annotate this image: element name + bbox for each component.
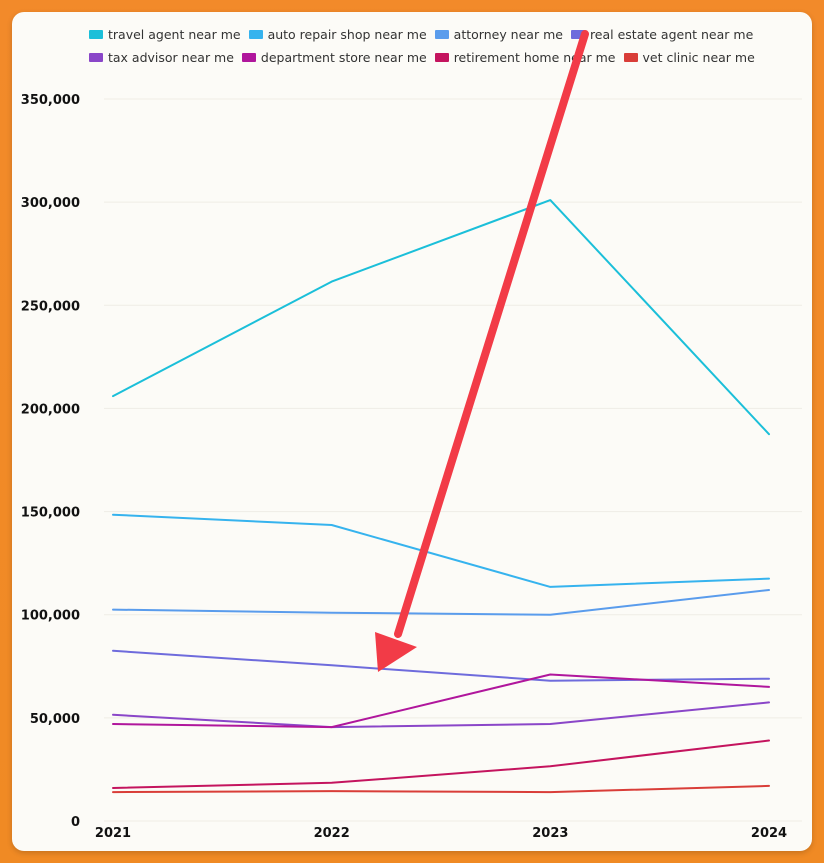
y-tick-label: 250,000 xyxy=(21,299,80,314)
legend-item[interactable]: auto repair shop near me xyxy=(248,26,427,43)
legend-item[interactable]: attorney near me xyxy=(434,26,563,43)
legend-label: real estate agent near me xyxy=(589,27,754,42)
series-line[interactable] xyxy=(112,589,770,616)
x-tick-label: 2024 xyxy=(751,826,787,841)
x-axis: 2021 2022 2023 2024 xyxy=(95,826,787,841)
legend-label: tax advisor near me xyxy=(108,50,234,65)
legend-item[interactable]: travel agent near me xyxy=(89,26,241,43)
series-line[interactable] xyxy=(112,739,770,789)
legend-label: vet clinic near me xyxy=(642,50,755,65)
y-tick-label: 200,000 xyxy=(21,402,80,417)
annotation-arrow xyxy=(375,30,589,672)
legend-item[interactable]: department store near me xyxy=(241,49,427,66)
series-line[interactable] xyxy=(112,784,770,794)
legend-swatch xyxy=(89,53,103,62)
series-line[interactable] xyxy=(112,673,770,729)
legend-swatch xyxy=(623,53,638,62)
legend-item[interactable]: tax advisor near me xyxy=(89,49,234,66)
x-tick-label: 2023 xyxy=(532,826,568,841)
y-tick-label: 350,000 xyxy=(21,93,80,108)
legend-label: travel agent near me xyxy=(108,27,241,42)
chart-card: travel agent near me auto repair shop nea… xyxy=(12,12,812,851)
y-tick-label: 150,000 xyxy=(21,506,80,521)
y-tick-label: 100,000 xyxy=(21,609,80,624)
series-lines xyxy=(112,199,770,794)
grid-lines xyxy=(104,98,802,822)
y-tick-label: 50,000 xyxy=(30,712,80,727)
legend-label: auto repair shop near me xyxy=(267,27,427,42)
legend-item[interactable]: vet clinic near me xyxy=(623,49,755,66)
legend-item[interactable]: real estate agent near me xyxy=(570,26,754,43)
legend-swatch xyxy=(248,30,263,39)
y-axis: 0 50,000 100,000 150,000 200,000 250,000 300,0… xyxy=(21,93,80,830)
series-line[interactable] xyxy=(112,513,770,588)
series-line[interactable] xyxy=(112,649,770,682)
legend-swatch xyxy=(241,53,256,62)
legend-label: department store near me xyxy=(260,50,427,65)
series-line[interactable] xyxy=(112,701,770,729)
legend-swatch xyxy=(434,30,449,39)
y-tick-label: 300,000 xyxy=(21,196,80,211)
x-tick-label: 2022 xyxy=(314,826,350,841)
legend-label: attorney near me xyxy=(453,27,563,42)
y-tick-label: 0 xyxy=(71,815,80,830)
legend-swatch xyxy=(434,53,449,62)
arrow-shaft xyxy=(394,30,589,638)
x-tick-label: 2021 xyxy=(95,826,131,841)
series-line[interactable] xyxy=(112,199,770,436)
arrow-head xyxy=(375,632,417,672)
legend-swatch xyxy=(89,30,103,39)
line-chart: 0 50,000 100,000 150,000 200,000 250,000 300,0… xyxy=(21,30,802,841)
legend-swatch xyxy=(570,30,585,39)
